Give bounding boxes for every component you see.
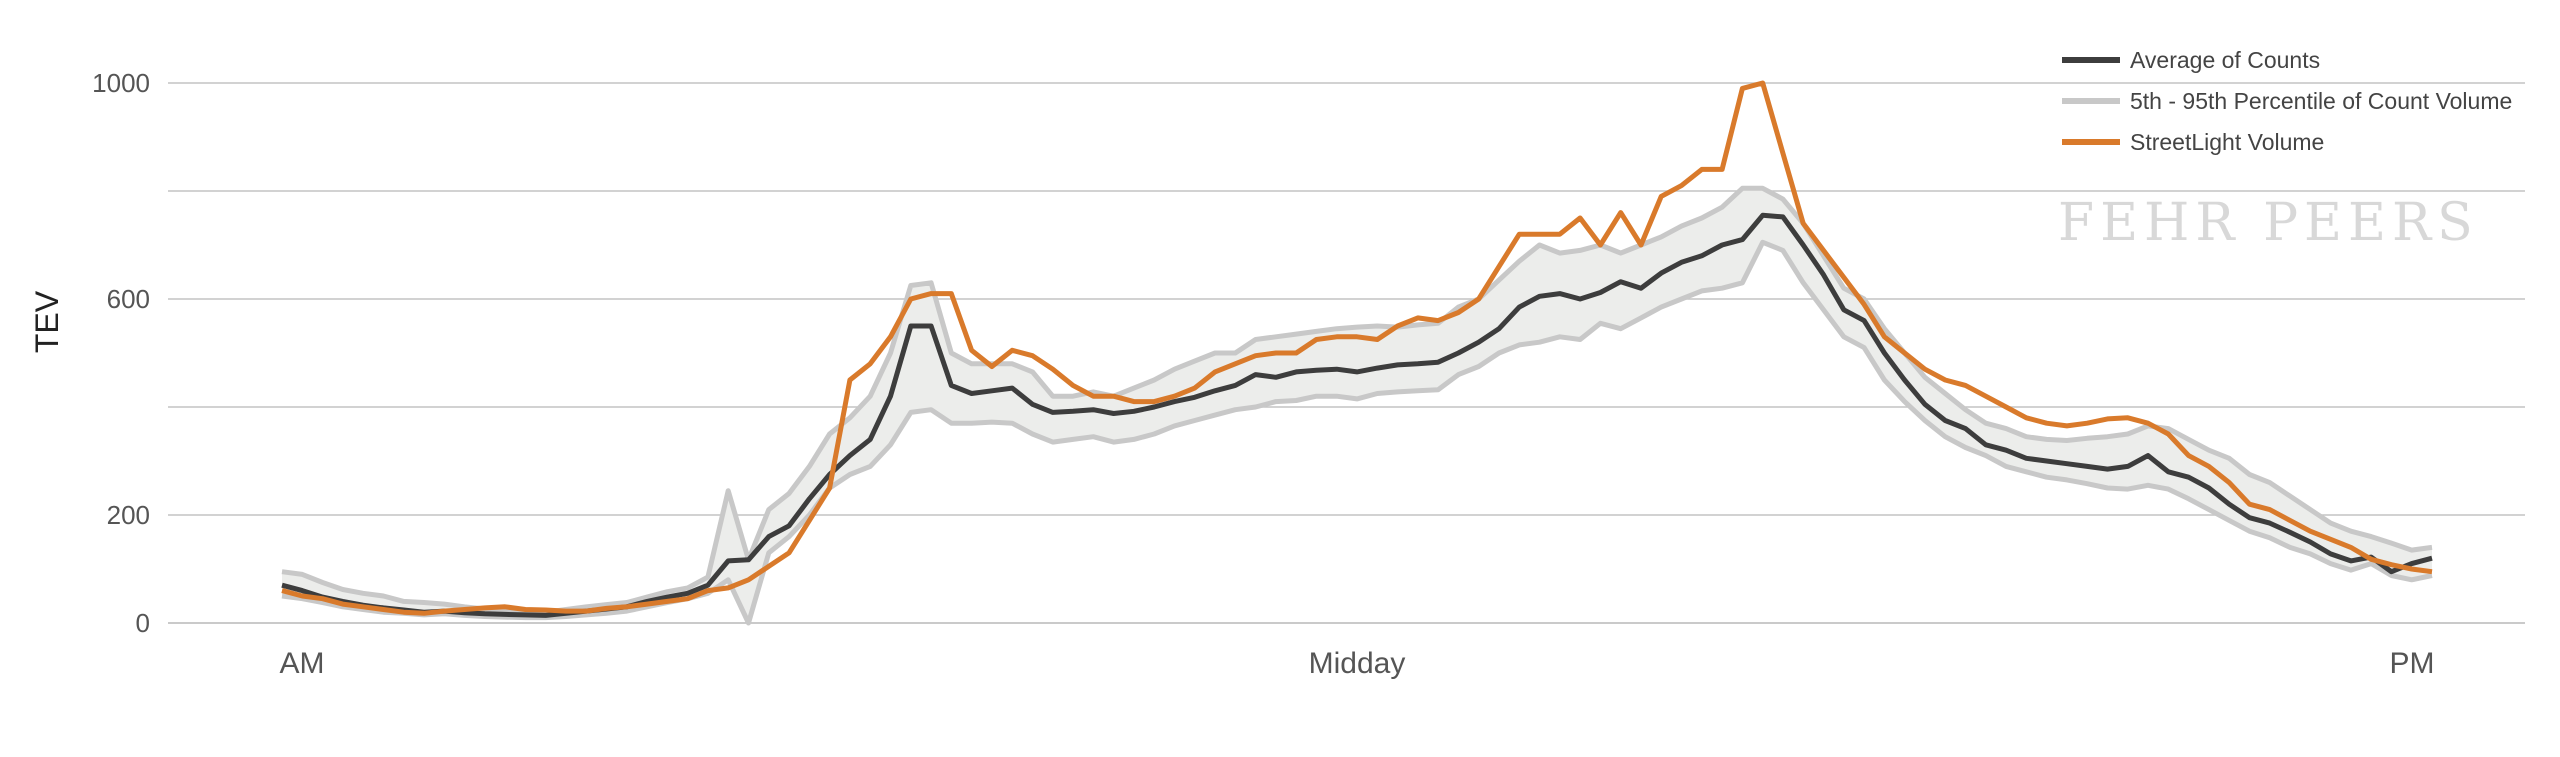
y-tick-label: 600 (107, 284, 150, 314)
percentile-band-area (282, 188, 2432, 624)
series-lines (281, 80, 2433, 618)
legend: Average of Counts 5th - 95th Percentile o… (2062, 47, 2512, 155)
y-axis-ticks: 0 200 600 1000 (92, 68, 150, 638)
percentile-5-line (281, 239, 2433, 626)
x-axis-ticks: AM Midday PM (280, 647, 2435, 680)
x-tick-label: Midday (1309, 647, 1406, 680)
percentile-band (281, 185, 2433, 626)
x-tick-label: PM (2390, 647, 2435, 680)
gridlines (168, 82, 2525, 624)
legend-label-streetlight-volume: StreetLight Volume (2130, 129, 2324, 155)
legend-label-percentile-range: 5th - 95th Percentile of Count Volume (2130, 88, 2512, 114)
x-tick-label: AM (280, 647, 325, 680)
y-tick-label: 200 (107, 500, 150, 530)
y-tick-label: 0 (136, 608, 150, 638)
average-of-counts-line (281, 212, 2433, 618)
y-tick-label: 1000 (92, 68, 150, 98)
legend-label-average-of-counts: Average of Counts (2130, 47, 2320, 73)
percentile-95-line (281, 185, 2433, 615)
streetlight-volume-line (281, 80, 2433, 616)
y-axis-title: TEV (29, 290, 65, 353)
watermark-logo: FEHR PEERS (2058, 193, 2479, 253)
